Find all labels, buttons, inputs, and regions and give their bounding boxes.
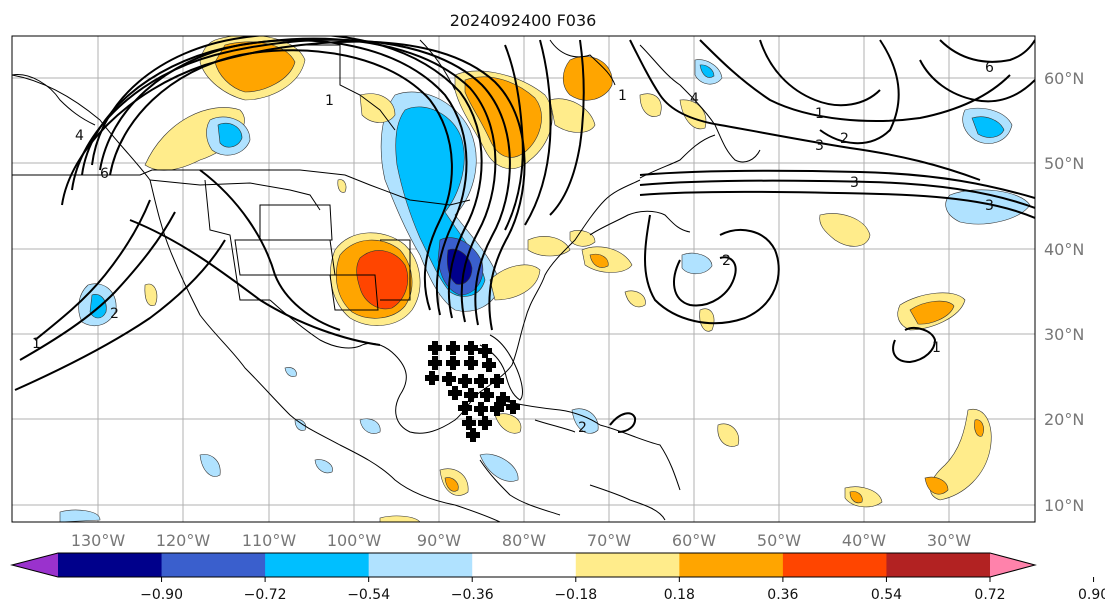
colorbar-extend-high bbox=[990, 553, 1035, 577]
contour-label: 4 bbox=[75, 128, 84, 144]
colorbar-segment bbox=[368, 553, 473, 577]
colorbar-tick-label: 0.36 bbox=[767, 587, 798, 603]
contour-labels: 1 2 4 6 1 2 3 3 1 4 2 1 3 6 1 2 bbox=[32, 60, 994, 436]
contour-label: 2 bbox=[722, 253, 731, 269]
contour-label: 3 bbox=[985, 198, 994, 214]
shaded-anomalies bbox=[59, 36, 1031, 522]
colorbar-tick-label: −0.72 bbox=[244, 587, 287, 603]
colorbar-segment bbox=[679, 553, 784, 577]
lon-tick: 110°W bbox=[242, 531, 297, 550]
colorbar-tick-label: −0.36 bbox=[451, 587, 494, 603]
coastlines bbox=[12, 39, 761, 522]
longitude-labels: 130°W 120°W 110°W 100°W 90°W 80°W 70°W 6… bbox=[71, 531, 971, 550]
contour-label: 1 bbox=[932, 340, 941, 356]
lon-tick: 90°W bbox=[417, 531, 461, 550]
map-frame bbox=[11, 35, 1036, 523]
contour-label: 2 bbox=[578, 420, 587, 436]
colorbar-segment bbox=[575, 553, 680, 577]
colorbar-segment bbox=[782, 553, 887, 577]
lon-tick: 100°W bbox=[327, 531, 382, 550]
colorbar-tick-label: 0.18 bbox=[664, 587, 695, 603]
colorbar-segment bbox=[472, 553, 577, 577]
lon-tick: 50°W bbox=[757, 531, 801, 550]
contour-label: 6 bbox=[985, 60, 994, 76]
colorbar-tick-label: −0.90 bbox=[140, 587, 183, 603]
contour-label: 3 bbox=[815, 138, 824, 154]
lon-tick: 30°W bbox=[927, 531, 971, 550]
colorbar-tick-label: 0.72 bbox=[974, 587, 1005, 603]
map-title: 2024092400 F036 bbox=[450, 11, 597, 30]
lon-tick: 40°W bbox=[842, 531, 886, 550]
lon-tick: 70°W bbox=[587, 531, 631, 550]
contour-label: 1 bbox=[325, 93, 334, 109]
latitude-labels: 60°N 50°N 40°N 30°N 20°N 10°N bbox=[1044, 69, 1084, 515]
colorbar-tick-label: 0.90 bbox=[1078, 587, 1105, 603]
colorbar-extend-low bbox=[12, 553, 58, 577]
colorbar-segment bbox=[886, 553, 991, 577]
contour-label: 2 bbox=[110, 306, 119, 322]
contour-label: 6 bbox=[100, 166, 109, 182]
lat-tick: 60°N bbox=[1044, 69, 1084, 88]
colorbar-segment bbox=[265, 553, 370, 577]
colorbar: −0.90 −0.72 −0.54 −0.36 −0.18 0.18 0.36 0.54 0.7… bbox=[10, 552, 1105, 603]
colorbar-outline bbox=[10, 552, 1037, 578]
contour-label: 2 bbox=[840, 131, 849, 147]
lat-tick: 30°N bbox=[1044, 325, 1084, 344]
lon-tick: 80°W bbox=[502, 531, 546, 550]
contour-label: 3 bbox=[850, 175, 859, 191]
map-area: 1 2 4 6 1 2 3 3 1 4 2 1 3 6 1 2 bbox=[12, 36, 1035, 522]
geopotential-contours bbox=[14, 36, 1035, 433]
contour-label: 1 bbox=[815, 106, 824, 122]
colorbar-tick-label: −0.18 bbox=[554, 587, 597, 603]
lat-tick: 40°N bbox=[1044, 240, 1084, 259]
lat-tick: 50°N bbox=[1044, 154, 1084, 173]
contour-label: 4 bbox=[690, 91, 699, 107]
lat-tick: 10°N bbox=[1044, 496, 1084, 515]
colorbar-tick-label: −0.54 bbox=[347, 587, 390, 603]
colorbar-tick-label: 0.54 bbox=[871, 587, 902, 603]
contour-label: 1 bbox=[618, 88, 627, 104]
lon-tick: 60°W bbox=[672, 531, 716, 550]
contour-label: 1 bbox=[32, 336, 41, 352]
colorbar-segment bbox=[58, 553, 163, 577]
lon-tick: 120°W bbox=[156, 531, 211, 550]
colorbar-segment bbox=[161, 553, 266, 577]
storm-markers bbox=[425, 341, 520, 442]
lat-tick: 20°N bbox=[1044, 410, 1084, 429]
lon-tick: 130°W bbox=[71, 531, 126, 550]
